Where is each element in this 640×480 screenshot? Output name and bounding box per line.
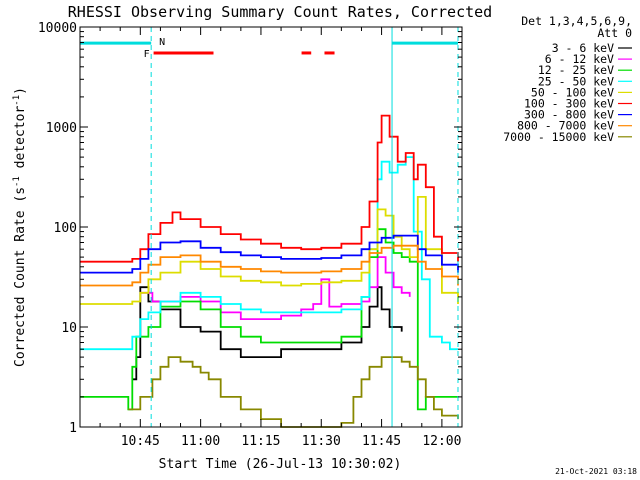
legend-label: 7000 - 15000 keV: [503, 130, 614, 144]
legend-label: 800 - 7000 keV: [517, 119, 614, 133]
legend-label: 100 - 300 keV: [524, 97, 614, 111]
series-line-5: [80, 114, 459, 263]
series-line-6: [80, 234, 459, 274]
series-layer: [80, 114, 459, 428]
x-tick-label: 10:45: [121, 434, 160, 449]
series-line-8: [128, 356, 459, 428]
legend-label: 12 - 25 keV: [538, 63, 614, 77]
y-tick-label: 10000: [38, 21, 77, 36]
flare-flag-label: F: [144, 49, 150, 60]
y-axis-label-sup: -1: [12, 176, 22, 187]
series-line-4: [80, 196, 459, 305]
timestamp: 21-Oct-2021 03:18: [555, 467, 637, 476]
series-line-1: [140, 256, 411, 320]
plot-frame: [79, 26, 463, 428]
y-axis-label: Corrected Count Rate (s-1 detector-1): [12, 87, 28, 367]
x-tick-label: 11:30: [302, 434, 341, 449]
y-axis-label-part: ): [13, 87, 28, 95]
x-tick-label: 11:15: [241, 434, 280, 449]
y-tick-label: 1: [69, 421, 77, 436]
x-axis-label: Start Time (26-Jul-13 10:30:02): [159, 457, 402, 472]
y-tick-label: 10: [61, 321, 77, 336]
y-axis-label-sup: -1: [12, 95, 22, 106]
y-axis-ticks: 1 10 100 1000 10000: [38, 21, 462, 436]
y-axis-label-part: detector: [13, 106, 28, 177]
legend-label: 25 - 50 keV: [538, 74, 614, 88]
x-tick-label: 11:00: [181, 434, 220, 449]
y-tick-label: 100: [54, 221, 77, 236]
x-tick-label: 12:00: [422, 434, 461, 449]
attenuator-label: N: [159, 37, 165, 48]
legend-label: 3 - 6 keV: [552, 41, 614, 55]
series-line-7: [80, 244, 459, 287]
legend-label: 300 - 800 keV: [524, 108, 614, 122]
legend-header: Det 1,3,4,5,6,9,: [521, 14, 632, 28]
y-axis-label-part: Corrected Count Rate (s: [13, 187, 28, 367]
legend-label: 6 - 12 keV: [545, 52, 614, 66]
y-tick-label: 1000: [46, 121, 77, 136]
legend-header: Att 0: [597, 26, 632, 40]
x-axis-ticks: 10:45 11:00 11:15 11:30 11:45 12:00: [99, 27, 461, 449]
x-tick-label: 11:45: [362, 434, 401, 449]
legend-label: 50 - 100 keV: [531, 85, 614, 99]
series-line-3: [80, 156, 458, 351]
series-line-2: [80, 228, 458, 411]
chart-title: RHESSI Observing Summary Count Rates, Co…: [68, 3, 492, 21]
